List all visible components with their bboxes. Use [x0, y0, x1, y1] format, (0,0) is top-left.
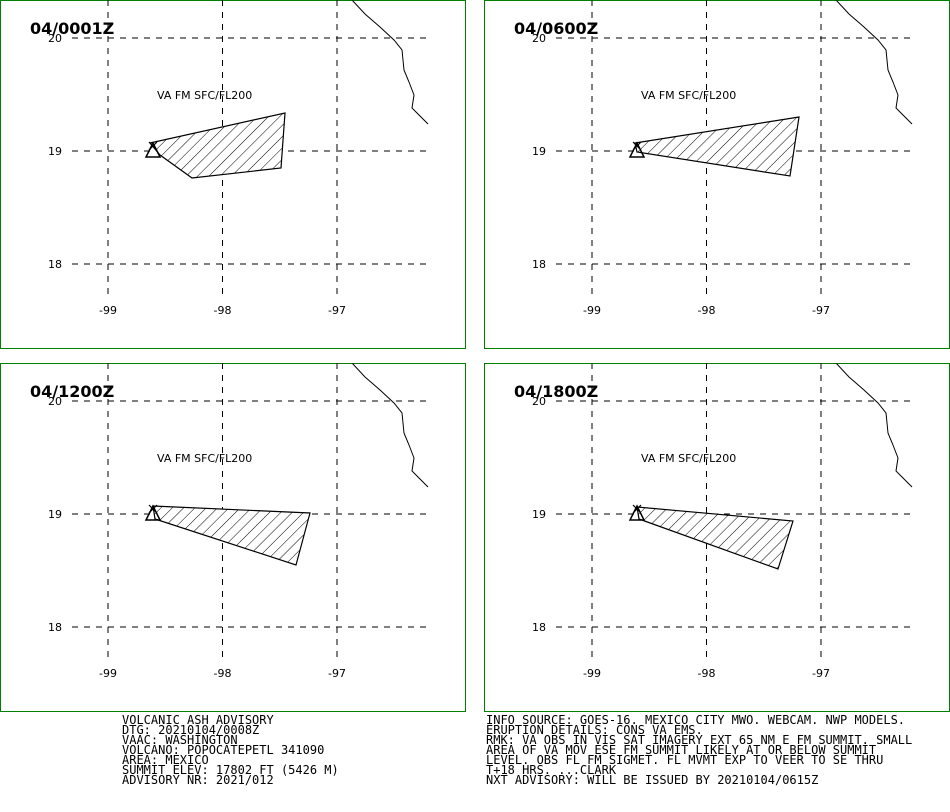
- valid-time: 04/0001Z: [30, 19, 114, 38]
- valid-time: 04/0600Z: [514, 19, 598, 38]
- lon-label: -97: [328, 667, 346, 680]
- advisory-line: AREA: MEXICO: [122, 753, 209, 767]
- advisory-line: RMK: VA OBS IN VIS SAT IMAGERY EXT 65 NM…: [486, 733, 913, 747]
- lat-label: 18: [48, 621, 62, 634]
- advisory-line: DTG: 20210104/0008Z: [122, 723, 260, 737]
- volcano-x: [148, 141, 158, 151]
- lat-label: 18: [532, 621, 546, 634]
- coastline: [835, 363, 913, 488]
- layer-label: VA FM SFC/FL200: [641, 89, 736, 102]
- advisory-line: VOLCANIC ASH ADVISORY: [122, 713, 274, 727]
- ash-area-hatch: [636, 506, 794, 570]
- lon-label: -99: [583, 667, 601, 680]
- lat-label: 20: [532, 395, 546, 408]
- lat-label: 19: [48, 145, 62, 158]
- lat-label: 20: [532, 32, 546, 45]
- map-panel: 20 19 18 -99 -98 -97 04/0600Z VA FM SFC/FL200: [484, 0, 950, 349]
- layer-label: VA FM SFC/FL200: [641, 452, 736, 465]
- advisory-text-right: INFO SOURCE: GOES-16. MEXICO CITY MWO. W…: [486, 713, 913, 787]
- advisory-line: T+18 HRS. ...CLARK: [486, 763, 617, 777]
- advisory-line: NXT ADVISORY: WILL BE ISSUED BY 20210104…: [486, 773, 819, 787]
- advisory-line: ADVISORY NR: 2021/012: [122, 773, 274, 787]
- lon-label: -97: [812, 304, 830, 317]
- layer-label: VA FM SFC/FL200: [157, 452, 252, 465]
- advisory-line: LEVEL. OBS FL FM SIGMET. FL MVMT EXP TO …: [486, 753, 884, 767]
- volcano-x: [632, 504, 642, 514]
- volcano-x: [148, 504, 158, 514]
- panel-border: [484, 0, 950, 349]
- advisory-text-left: VOLCANIC ASH ADVISORY DTG: 20210104/0008Z…: [122, 713, 339, 787]
- lon-label: -97: [328, 304, 346, 317]
- valid-time: 04/1800Z: [514, 382, 598, 401]
- lon-label: -99: [583, 304, 601, 317]
- coastline: [351, 0, 429, 125]
- ash-area-hatch: [634, 116, 800, 177]
- map-panel: 20 19 18 -99 -98 -97 04/1200Z VA FM SFC/FL200: [0, 363, 466, 712]
- lon-label: -98: [698, 304, 716, 317]
- advisory-line: ERUPTION DETAILS: CONS VA EMS.: [486, 723, 703, 737]
- layer-label: VA FM SFC/FL200: [157, 89, 252, 102]
- coastline: [835, 0, 913, 125]
- lon-label: -98: [214, 304, 232, 317]
- ash-area-hatch: [148, 112, 286, 179]
- lat-label: 18: [532, 258, 546, 271]
- lon-label: -97: [812, 667, 830, 680]
- valid-time: 04/1200Z: [30, 382, 114, 401]
- panel-border: [0, 0, 466, 349]
- lon-label: -99: [99, 304, 117, 317]
- advisory-line: AREA OF VA MOV ESE FM SUMMIT LIKELY AT O…: [486, 743, 877, 757]
- advisory-line: VAAC: WASHINGTON: [122, 733, 238, 747]
- lat-label: 19: [532, 145, 546, 158]
- advisory-line: VOLCANO: POPOCATEPETL 341090: [122, 743, 325, 757]
- lat-label: 18: [48, 258, 62, 271]
- lon-label: -98: [214, 667, 232, 680]
- lat-label: 20: [48, 395, 62, 408]
- lon-label: -98: [698, 667, 716, 680]
- lat-label: 20: [48, 32, 62, 45]
- lon-label: -99: [99, 667, 117, 680]
- lat-label: 19: [48, 508, 62, 521]
- volcano-x: [632, 141, 642, 151]
- coastline: [351, 363, 429, 488]
- map-panel: 20 19 18 -99 -98 -97 04/0001Z VA FM SFC/FL200: [0, 0, 466, 349]
- ash-area-hatch: [152, 505, 311, 566]
- advisory-line: SUMMIT ELEV: 17802 FT (5426 M): [122, 763, 339, 777]
- lat-label: 19: [532, 508, 546, 521]
- advisory-line: INFO SOURCE: GOES-16. MEXICO CITY MWO. W…: [486, 713, 906, 727]
- panel-border: [0, 363, 466, 712]
- map-panel: 20 19 18 -99 -98 -97 04/1800Z VA FM SFC/FL200: [484, 363, 950, 712]
